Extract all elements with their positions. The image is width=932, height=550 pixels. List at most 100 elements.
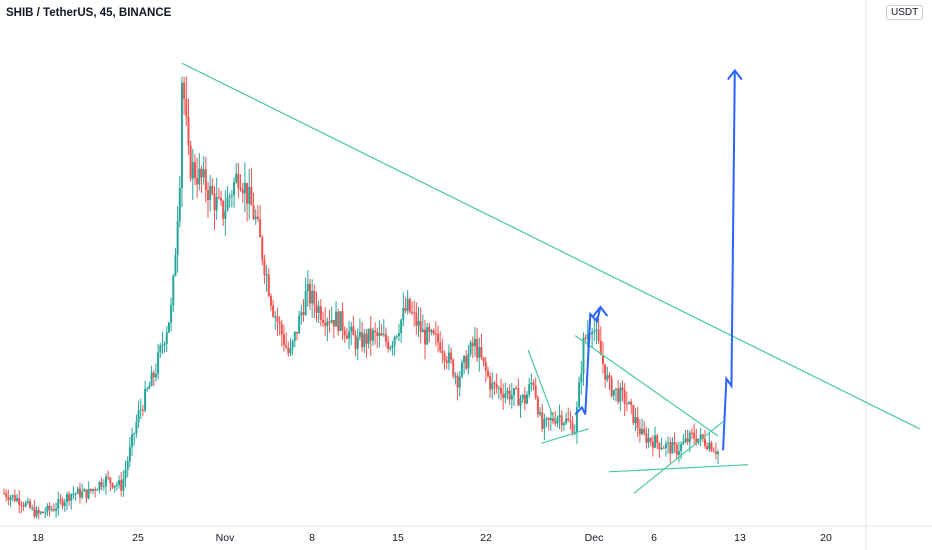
candle-body	[677, 451, 680, 455]
candle-body	[68, 494, 71, 501]
candle-body	[454, 375, 457, 377]
candle-body	[376, 332, 379, 336]
candle-body	[202, 169, 205, 178]
candle-body	[651, 441, 654, 448]
candle-body	[569, 420, 572, 423]
x-tick-label: 13	[734, 532, 746, 544]
candle-body	[70, 494, 73, 501]
candle-body	[508, 390, 511, 400]
x-tick-label: 25	[132, 532, 144, 544]
candle-body	[183, 82, 186, 100]
candle-body	[7, 497, 10, 501]
candle-body	[684, 438, 687, 442]
candle-body	[120, 480, 123, 491]
x-tick-label: Dec	[585, 532, 604, 544]
candle-body	[471, 342, 474, 347]
candle-body	[295, 331, 298, 334]
candle-body	[196, 178, 199, 185]
candle-body	[306, 283, 309, 291]
candle-body	[282, 334, 285, 346]
candle-body	[558, 415, 561, 418]
candle-body	[582, 337, 585, 375]
candle-body	[137, 410, 140, 423]
candle-body	[291, 340, 294, 349]
candle-body	[222, 200, 225, 219]
candle-body	[261, 237, 264, 260]
candle-body	[254, 216, 257, 219]
candle-body	[458, 376, 461, 388]
candle-body	[575, 407, 578, 433]
candle-body	[395, 335, 398, 338]
candle-body	[419, 321, 422, 333]
candle-body	[521, 394, 524, 399]
candle-body	[675, 444, 678, 455]
candle-body	[63, 502, 66, 507]
candle-body	[712, 450, 715, 452]
quote-unit-button[interactable]: USDT	[886, 5, 924, 20]
candle-body	[185, 99, 188, 117]
candle-body	[319, 306, 322, 321]
candle-body	[215, 197, 218, 211]
candle-body	[335, 311, 338, 327]
candle-body	[586, 333, 589, 339]
candle-body	[504, 393, 507, 398]
candle-body	[625, 403, 628, 405]
x-tick-label: 15	[392, 532, 404, 544]
candle-body	[671, 442, 674, 454]
candle-body	[113, 485, 116, 488]
candle-body	[708, 442, 711, 450]
candle-body	[495, 383, 498, 389]
candle-body	[545, 418, 548, 420]
candle-body	[259, 218, 262, 238]
candle-body	[33, 507, 36, 517]
candle-body	[664, 443, 667, 449]
candle-body	[22, 505, 25, 507]
candle-body	[300, 312, 303, 316]
candle-body	[111, 483, 114, 488]
candle-body	[460, 362, 463, 377]
candle-body	[415, 312, 418, 326]
candle-body	[148, 385, 151, 389]
candle-body	[497, 387, 500, 389]
candle-body	[486, 370, 489, 377]
candle-body	[74, 493, 77, 495]
candle-body	[432, 330, 435, 334]
candle-body	[424, 329, 427, 345]
candle-body	[230, 195, 233, 197]
candle-body	[584, 337, 587, 339]
candle-body	[463, 355, 466, 363]
candle-body	[641, 428, 644, 435]
candle-body	[131, 434, 134, 447]
candle-body	[89, 488, 92, 492]
candle-body	[654, 435, 657, 448]
candle-body	[46, 505, 49, 513]
candle-body	[473, 338, 476, 347]
candle-body	[29, 501, 32, 508]
candle-body	[604, 364, 607, 380]
candle-body	[332, 320, 335, 327]
candle-body	[621, 387, 624, 391]
candle-body	[152, 372, 155, 378]
candle-body	[150, 372, 153, 386]
candle-body	[541, 412, 544, 429]
candle-body	[83, 489, 86, 492]
candle-body	[643, 428, 646, 434]
candle-body	[276, 316, 279, 322]
candle-body	[636, 417, 639, 429]
candle-body	[348, 331, 351, 339]
candle-body	[239, 187, 242, 190]
candle-body	[78, 488, 81, 498]
candle-body	[217, 197, 220, 199]
candle-body	[50, 509, 53, 511]
candle-body	[476, 338, 479, 358]
candle-body	[246, 182, 249, 204]
candle-body	[269, 295, 272, 306]
candle-body	[9, 497, 12, 501]
candle-body	[339, 311, 342, 331]
candle-body	[417, 321, 420, 326]
candle-body	[280, 323, 283, 335]
candle-body	[187, 116, 190, 146]
candle-body	[680, 444, 683, 452]
